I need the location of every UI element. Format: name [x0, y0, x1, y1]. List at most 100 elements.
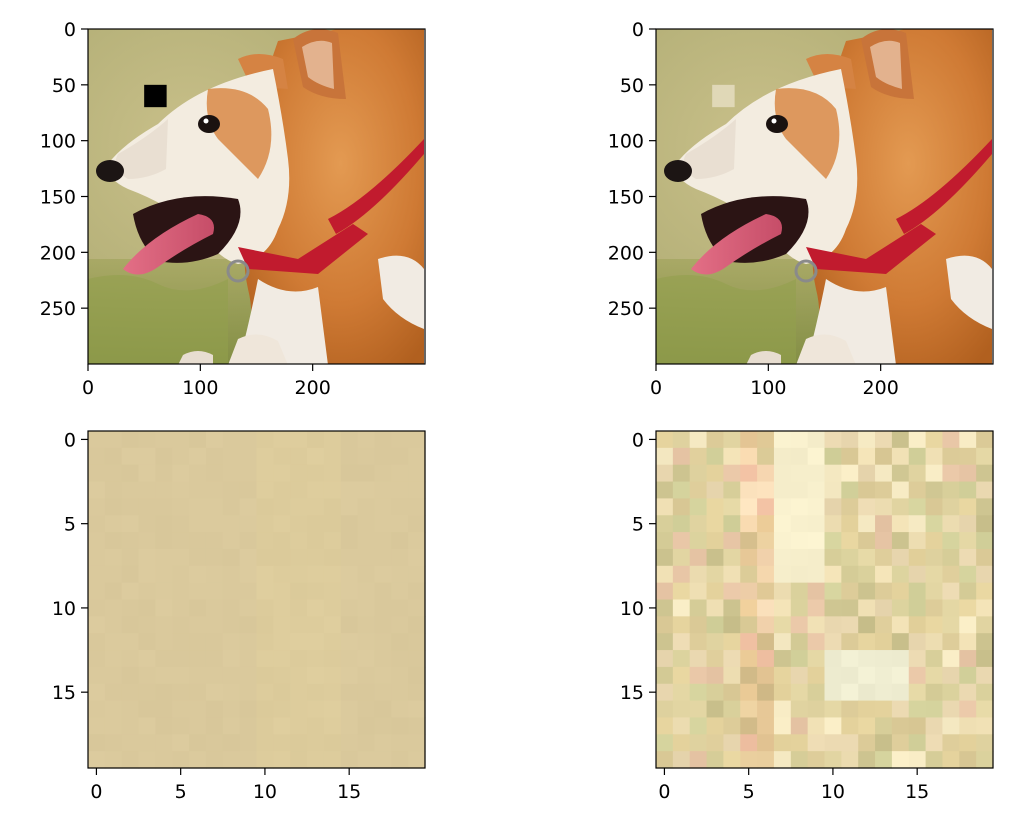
pixel-cell [925, 717, 944, 735]
pixel-cell [908, 481, 927, 499]
pixel-cell [790, 515, 809, 533]
pixel-cell [189, 515, 207, 533]
pixel-cell [740, 447, 758, 466]
pixel-cell [239, 565, 258, 584]
pixel-cell [138, 700, 156, 719]
pixel-cell [891, 751, 910, 769]
pixel-cell [121, 431, 140, 449]
pixel-cell [824, 498, 842, 516]
pixel-cell [104, 498, 123, 516]
pixel-cell [239, 464, 258, 483]
pixel-cell [942, 650, 960, 668]
pixel-cell [959, 616, 977, 634]
pixel-cell [307, 515, 325, 533]
pixel-cell [121, 582, 140, 601]
pixel-cell [121, 447, 140, 466]
pixel-cell [942, 683, 960, 702]
pixel-cell [222, 599, 241, 617]
pixel-cell [858, 582, 876, 601]
pixel-cell [189, 565, 207, 584]
pixel-cell [205, 599, 224, 617]
pixel-cell [88, 717, 106, 735]
pixel-cell [706, 447, 724, 466]
pixel-cell [689, 616, 708, 634]
pixel-cell [273, 515, 291, 533]
y-tick-label: 250 [608, 298, 644, 320]
pixel-grid [88, 431, 426, 769]
pixel-cell [773, 447, 792, 466]
pixel-cell [672, 599, 691, 617]
pixel-cell [773, 599, 792, 617]
pixel-cell [706, 498, 724, 516]
pixel-cell [239, 431, 258, 449]
pixel-cell [273, 700, 291, 719]
pixel-cell [408, 431, 426, 449]
pixel-cell [155, 532, 173, 550]
pixel-cell [290, 548, 308, 567]
pixel-cell [138, 565, 156, 584]
pixel-cell [189, 616, 207, 634]
pixel-cell [222, 650, 241, 668]
pixel-cell [672, 464, 691, 483]
pixel-cell [824, 515, 842, 533]
pixel-cell [790, 431, 809, 449]
pixel-cell [942, 481, 960, 499]
x-tick-label: 10 [821, 781, 845, 803]
pixel-cell [723, 565, 741, 584]
pixel-cell [773, 751, 792, 769]
pixel-cell [256, 633, 274, 651]
pixel-cell [88, 464, 106, 483]
pixel-cell [357, 481, 376, 499]
pixel-cell [942, 515, 960, 533]
pixel-cell [408, 464, 426, 483]
pixel-cell [290, 447, 308, 466]
pixel-cell [205, 650, 224, 668]
pixel-cell [273, 548, 291, 567]
pixel-cell [656, 751, 674, 769]
pixel-cell [757, 582, 775, 601]
pixel-cell [908, 633, 927, 651]
pixel-cell [824, 666, 842, 685]
pixel-cell [807, 548, 826, 567]
pixel-cell [340, 616, 359, 634]
pixel-cell [723, 717, 741, 735]
pixel-cell [256, 431, 274, 449]
pixel-cell [239, 683, 258, 702]
pixel-cell [740, 717, 758, 735]
pixel-cell [672, 717, 691, 735]
mask-patch [144, 84, 167, 108]
pixel-cell [189, 717, 207, 735]
pixel-cell [121, 751, 140, 769]
pixel-cell [391, 565, 409, 584]
pixel-cell [740, 599, 758, 617]
pixel-cell [357, 717, 376, 735]
pixel-cell [740, 751, 758, 769]
pixel-cell [374, 431, 392, 449]
pixel-cell [875, 532, 893, 550]
pixel-cell [205, 734, 224, 752]
pixel-cell [942, 565, 960, 584]
pixel-cell [740, 666, 758, 685]
pixel-cell [672, 633, 691, 651]
pixel-cell [239, 548, 258, 567]
pixel-cell [976, 515, 994, 533]
pixel-cell [205, 548, 224, 567]
pixel-cell [891, 565, 910, 584]
x-tick-label: 5 [743, 781, 755, 803]
pixel-cell [925, 582, 944, 601]
pixel-cell [307, 650, 325, 668]
pixel-cell [959, 734, 977, 752]
pixel-cell [172, 650, 190, 668]
pixel-cell [256, 683, 274, 702]
pixel-cell [790, 683, 809, 702]
pixel-cell [374, 481, 392, 499]
pixel-cell [121, 683, 140, 702]
pixel-cell [256, 599, 274, 617]
pixel-cell [706, 633, 724, 651]
pixel-cell [891, 700, 910, 719]
pixel-cell [706, 599, 724, 617]
pixel-cell [138, 481, 156, 499]
pixel-cell [959, 565, 977, 584]
panel-bottom-right: 0 5 10 15 0 5 10 15 [620, 429, 994, 803]
pixel-cell [706, 565, 724, 584]
